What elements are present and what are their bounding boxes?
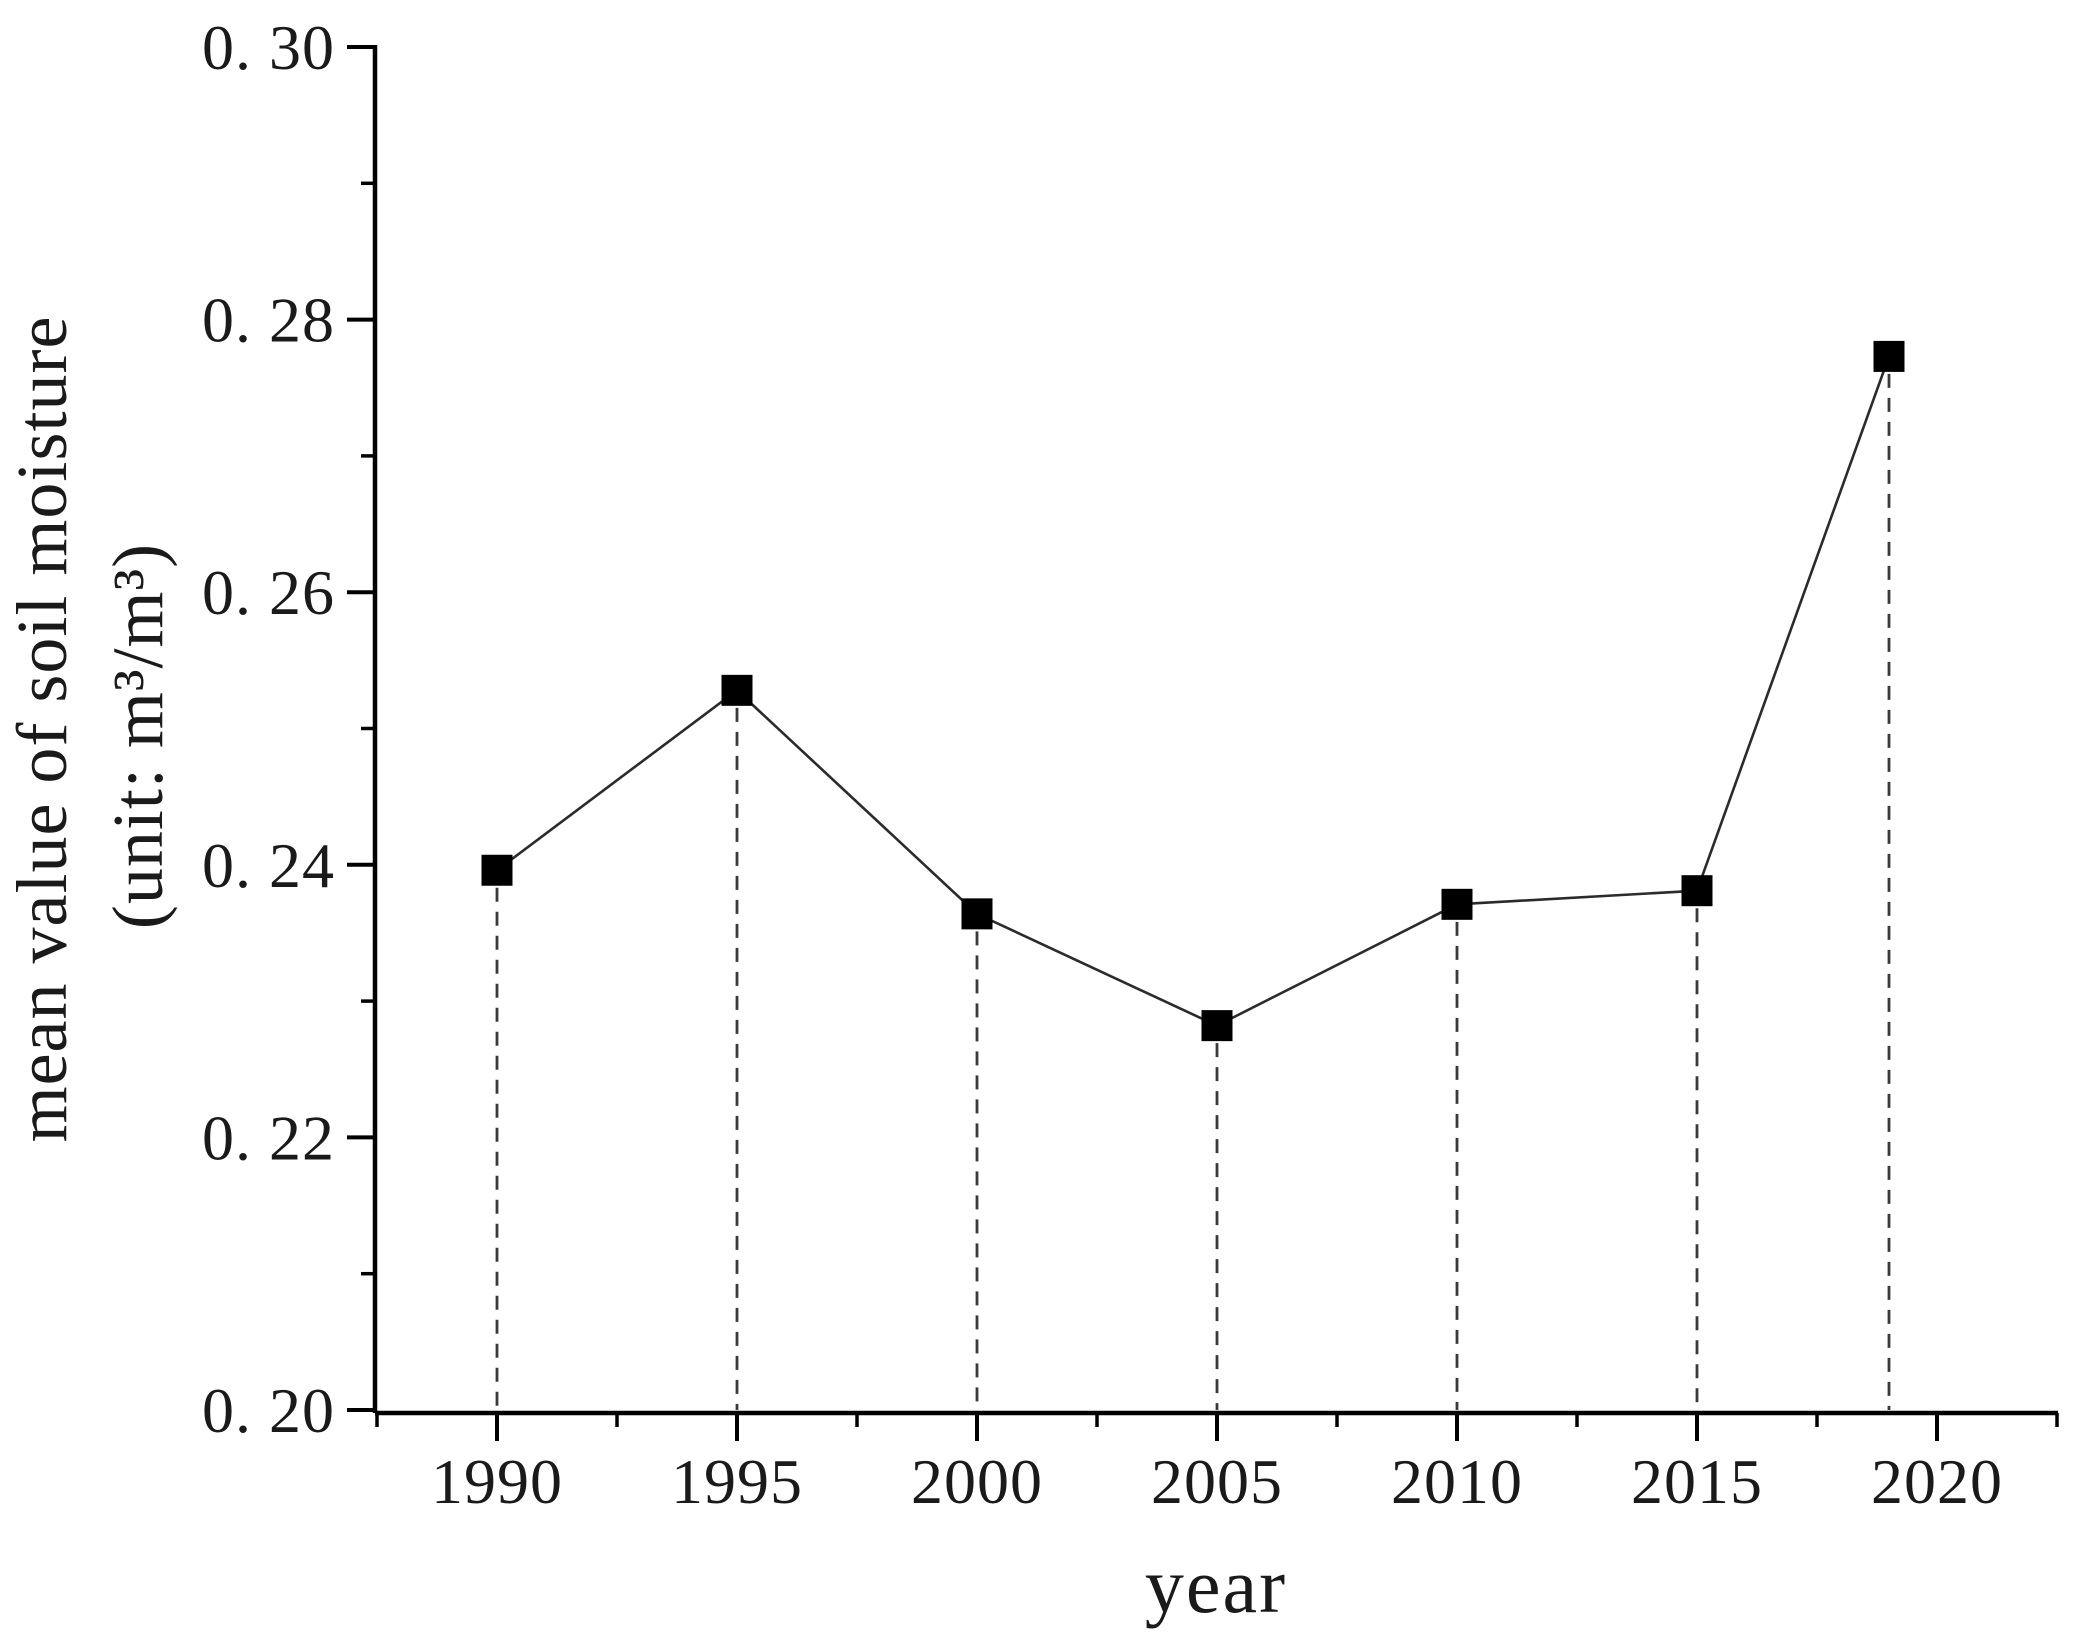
x-tick-label: 1995 (671, 1446, 803, 1517)
series-line (496, 355, 1891, 1028)
y-tick-label: 0. 24 (202, 830, 335, 901)
y-tick-label: 0. 28 (202, 285, 335, 356)
x-tick-label: 2015 (1631, 1446, 1763, 1517)
data-point-marker (481, 854, 513, 886)
x-tick-label: 1990 (431, 1446, 563, 1517)
x-tick-label: 2010 (1391, 1446, 1523, 1517)
x-tick-label: 2000 (911, 1446, 1043, 1517)
tick-labels-group: 0. 30 0. 28 0. 26 0. 24 0. 22 0. 20 1990 1995 20… (202, 12, 2003, 1517)
data-point-marker (1681, 875, 1713, 907)
x-tick-label: 2020 (1871, 1446, 2003, 1517)
data-point-marker (1201, 1010, 1233, 1042)
data-point-marker (1441, 888, 1473, 920)
y-axis-title-line2: (unit: m³/m³) (98, 543, 178, 929)
y-tick-label: 0. 22 (202, 1102, 335, 1173)
data-point-marker (1873, 340, 1905, 372)
data-point-marker (961, 898, 993, 930)
data-point-marker (721, 674, 753, 706)
y-axis-title-line1: mean value of soil moisture (2, 316, 82, 1143)
ticks-group (347, 45, 2059, 1441)
axes-group (372, 45, 2058, 1416)
y-tick-label: 0. 26 (202, 557, 335, 628)
series-group (481, 340, 1905, 1042)
y-tick-label: 0. 30 (202, 12, 335, 83)
drop-lines-group (495, 373, 1891, 1410)
x-axis-title: year (1145, 1542, 1287, 1629)
x-tick-label: 2005 (1151, 1446, 1283, 1517)
y-tick-label: 0. 20 (202, 1375, 335, 1446)
